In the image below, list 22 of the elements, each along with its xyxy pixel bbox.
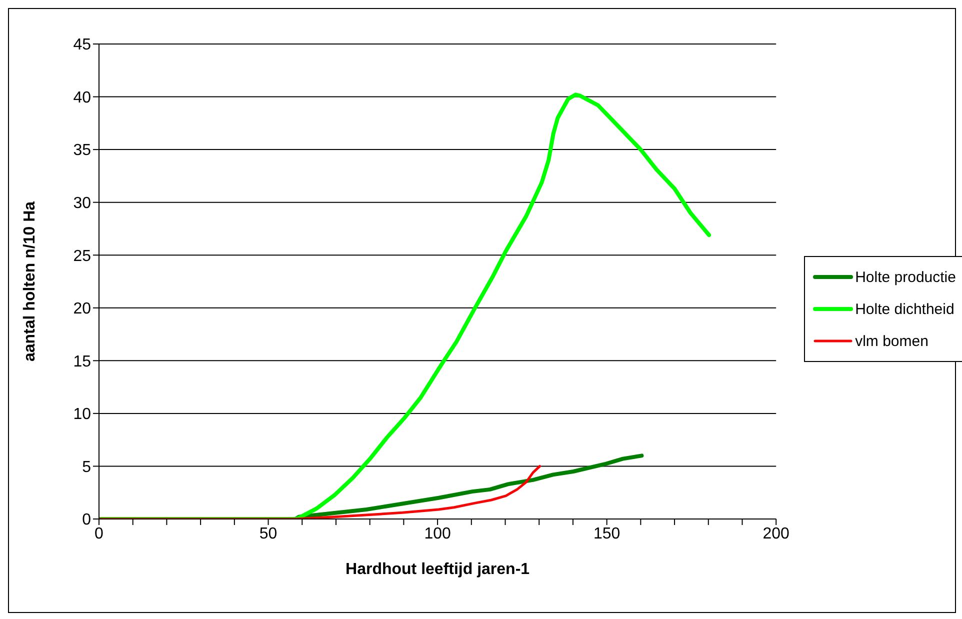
y-tick-label: 5 <box>82 458 92 476</box>
x-tick-label: 0 <box>94 525 104 542</box>
y-axis-title: aantal holten n/10 Ha <box>22 201 39 362</box>
y-tick-label: 10 <box>73 406 92 424</box>
y-tick-label: 0 <box>82 512 92 529</box>
y-tick-label: 45 <box>73 36 92 54</box>
line-series <box>99 464 542 519</box>
x-tick-label: 200 <box>762 525 790 542</box>
y-tick-label: 20 <box>73 300 92 318</box>
y-tick-label: 15 <box>73 353 92 370</box>
y-tick-label: 40 <box>73 89 92 106</box>
x-axis-title: Hardhout leeftijd jaren-1 <box>346 561 530 578</box>
y-tick-label: 30 <box>73 195 92 212</box>
y-tick-label: 25 <box>73 248 92 265</box>
legend-label: vlm bomen <box>855 332 928 350</box>
y-tick-label: 35 <box>73 142 92 160</box>
x-tick-label: 100 <box>424 525 451 542</box>
legend-label: Holte productie <box>855 268 956 286</box>
x-tick-label: 150 <box>593 525 620 542</box>
x-tick-label: 50 <box>259 525 278 542</box>
legend-label: Holte dichtheid <box>855 300 954 318</box>
line-series <box>99 92 712 519</box>
